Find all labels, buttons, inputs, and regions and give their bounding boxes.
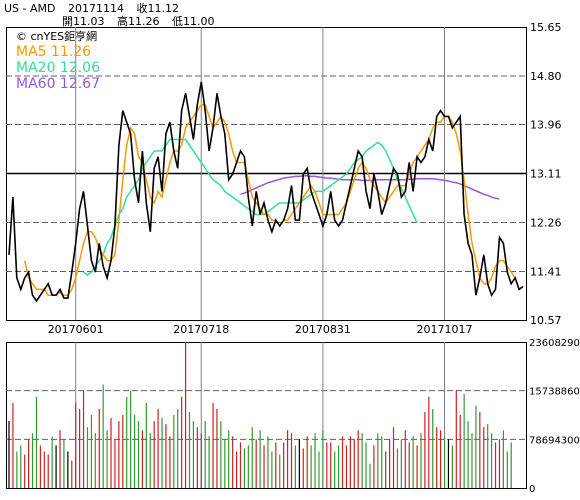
price-tick-label: 11.41	[530, 266, 562, 279]
volume-bars	[8, 342, 512, 488]
x-axis-ticks: 20170601 20170718 20170831 20171017	[48, 323, 473, 336]
price-lines	[8, 81, 524, 303]
close-label: 收11.12	[136, 2, 179, 15]
volume-panel	[6, 342, 527, 489]
volume-tick-label: 0	[529, 484, 535, 495]
x-tick-label: 20170831	[295, 323, 351, 336]
volume-tick-label: 157388600	[529, 387, 580, 398]
low-label: 低11.00	[172, 15, 215, 28]
legend-ma20: MA20 12.06	[16, 60, 100, 76]
x-tick-label: 20170601	[48, 323, 104, 336]
x-tick-label: 20170718	[173, 323, 229, 336]
volume-tick-label: 236082900	[529, 338, 580, 349]
chart-header: US - AMD 20171114 收11.12 開11.03 高11.26 低…	[4, 2, 224, 28]
open-label: 開11.03	[62, 15, 105, 28]
symbol-label: US - AMD	[4, 2, 56, 15]
high-label: 高11.26	[117, 15, 160, 28]
price-tick-label: 10.57	[530, 314, 562, 327]
price-grid	[6, 27, 526, 320]
watermark: © cnYES鉅亨網	[16, 29, 97, 43]
price-tick-label: 15.65	[530, 21, 562, 34]
ma5-line	[23, 104, 516, 296]
price-tick-label: 13.96	[530, 118, 562, 131]
volume-tick-label: 78694300	[529, 435, 580, 446]
legend-ma5: MA5 11.26	[16, 44, 91, 60]
legend-ma60: MA60 12.67	[16, 76, 100, 92]
price-tick-label: 14.80	[530, 70, 562, 83]
price-axis-ticks: 15.65 14.80 13.96 13.11 12.26 11.41 10.57	[530, 21, 562, 327]
price-tick-label: 13.11	[530, 168, 562, 181]
x-tick-label: 20171017	[417, 323, 473, 336]
date-label: 20171114	[67, 2, 124, 15]
volume-axis-ticks: 236082900 157388600 78694300 0	[529, 338, 580, 495]
price-line	[8, 81, 524, 303]
price-tick-label: 12.26	[530, 217, 562, 230]
